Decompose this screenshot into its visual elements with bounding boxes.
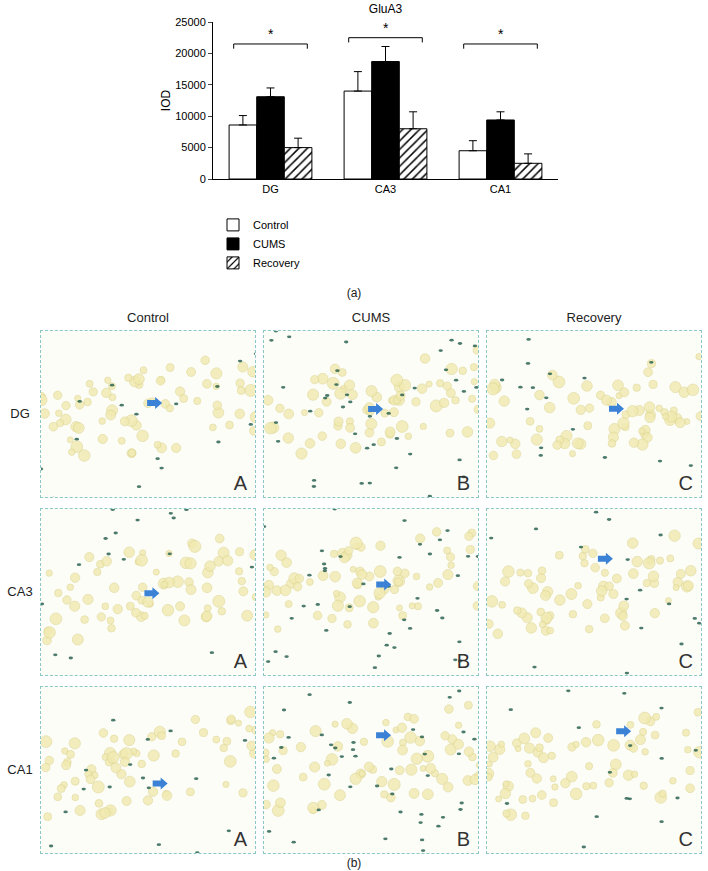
svg-text:CA1: CA1 <box>490 183 511 195</box>
html-text:CA1: CA1 <box>7 762 33 777</box>
html-text:(a): (a) <box>346 286 362 300</box>
svg-text:CUMS: CUMS <box>253 238 285 250</box>
html-text:Control: Control <box>127 310 169 325</box>
html-text:C: C <box>678 828 693 850</box>
svg-text:IOD: IOD <box>159 90 173 112</box>
html-text:C: C <box>678 650 693 672</box>
html-text:DG: DG <box>10 406 30 421</box>
html-text:A: A <box>233 650 247 672</box>
svg-text:15000: 15000 <box>175 79 206 91</box>
html-text:B: B <box>456 650 470 672</box>
svg-text:0: 0 <box>200 173 206 185</box>
svg-text:*: * <box>383 20 389 36</box>
svg-text:5000: 5000 <box>181 141 205 153</box>
html-text:CUMS: CUMS <box>351 310 391 325</box>
svg-text:*: * <box>268 26 274 42</box>
html-text:B: B <box>456 828 470 850</box>
svg-text:10000: 10000 <box>175 110 206 122</box>
svg-text:DG: DG <box>262 183 279 195</box>
html-text:A: A <box>233 828 247 850</box>
html-text:B: B <box>456 472 470 494</box>
svg-text:*: * <box>498 26 504 42</box>
html-text:A: A <box>233 472 247 494</box>
svg-text:Control: Control <box>253 219 288 231</box>
svg-text:20000: 20000 <box>175 47 206 59</box>
svg-text:GluA3: GluA3 <box>369 2 403 16</box>
svg-text:25000: 25000 <box>175 16 206 28</box>
svg-text:CA3: CA3 <box>375 183 396 195</box>
html-text:(b): (b) <box>346 856 362 870</box>
html-text:Recovery: Recovery <box>566 310 622 325</box>
html-text:CA3: CA3 <box>7 584 33 599</box>
svg-text:Recovery: Recovery <box>253 257 300 269</box>
html-text:C: C <box>678 472 693 494</box>
